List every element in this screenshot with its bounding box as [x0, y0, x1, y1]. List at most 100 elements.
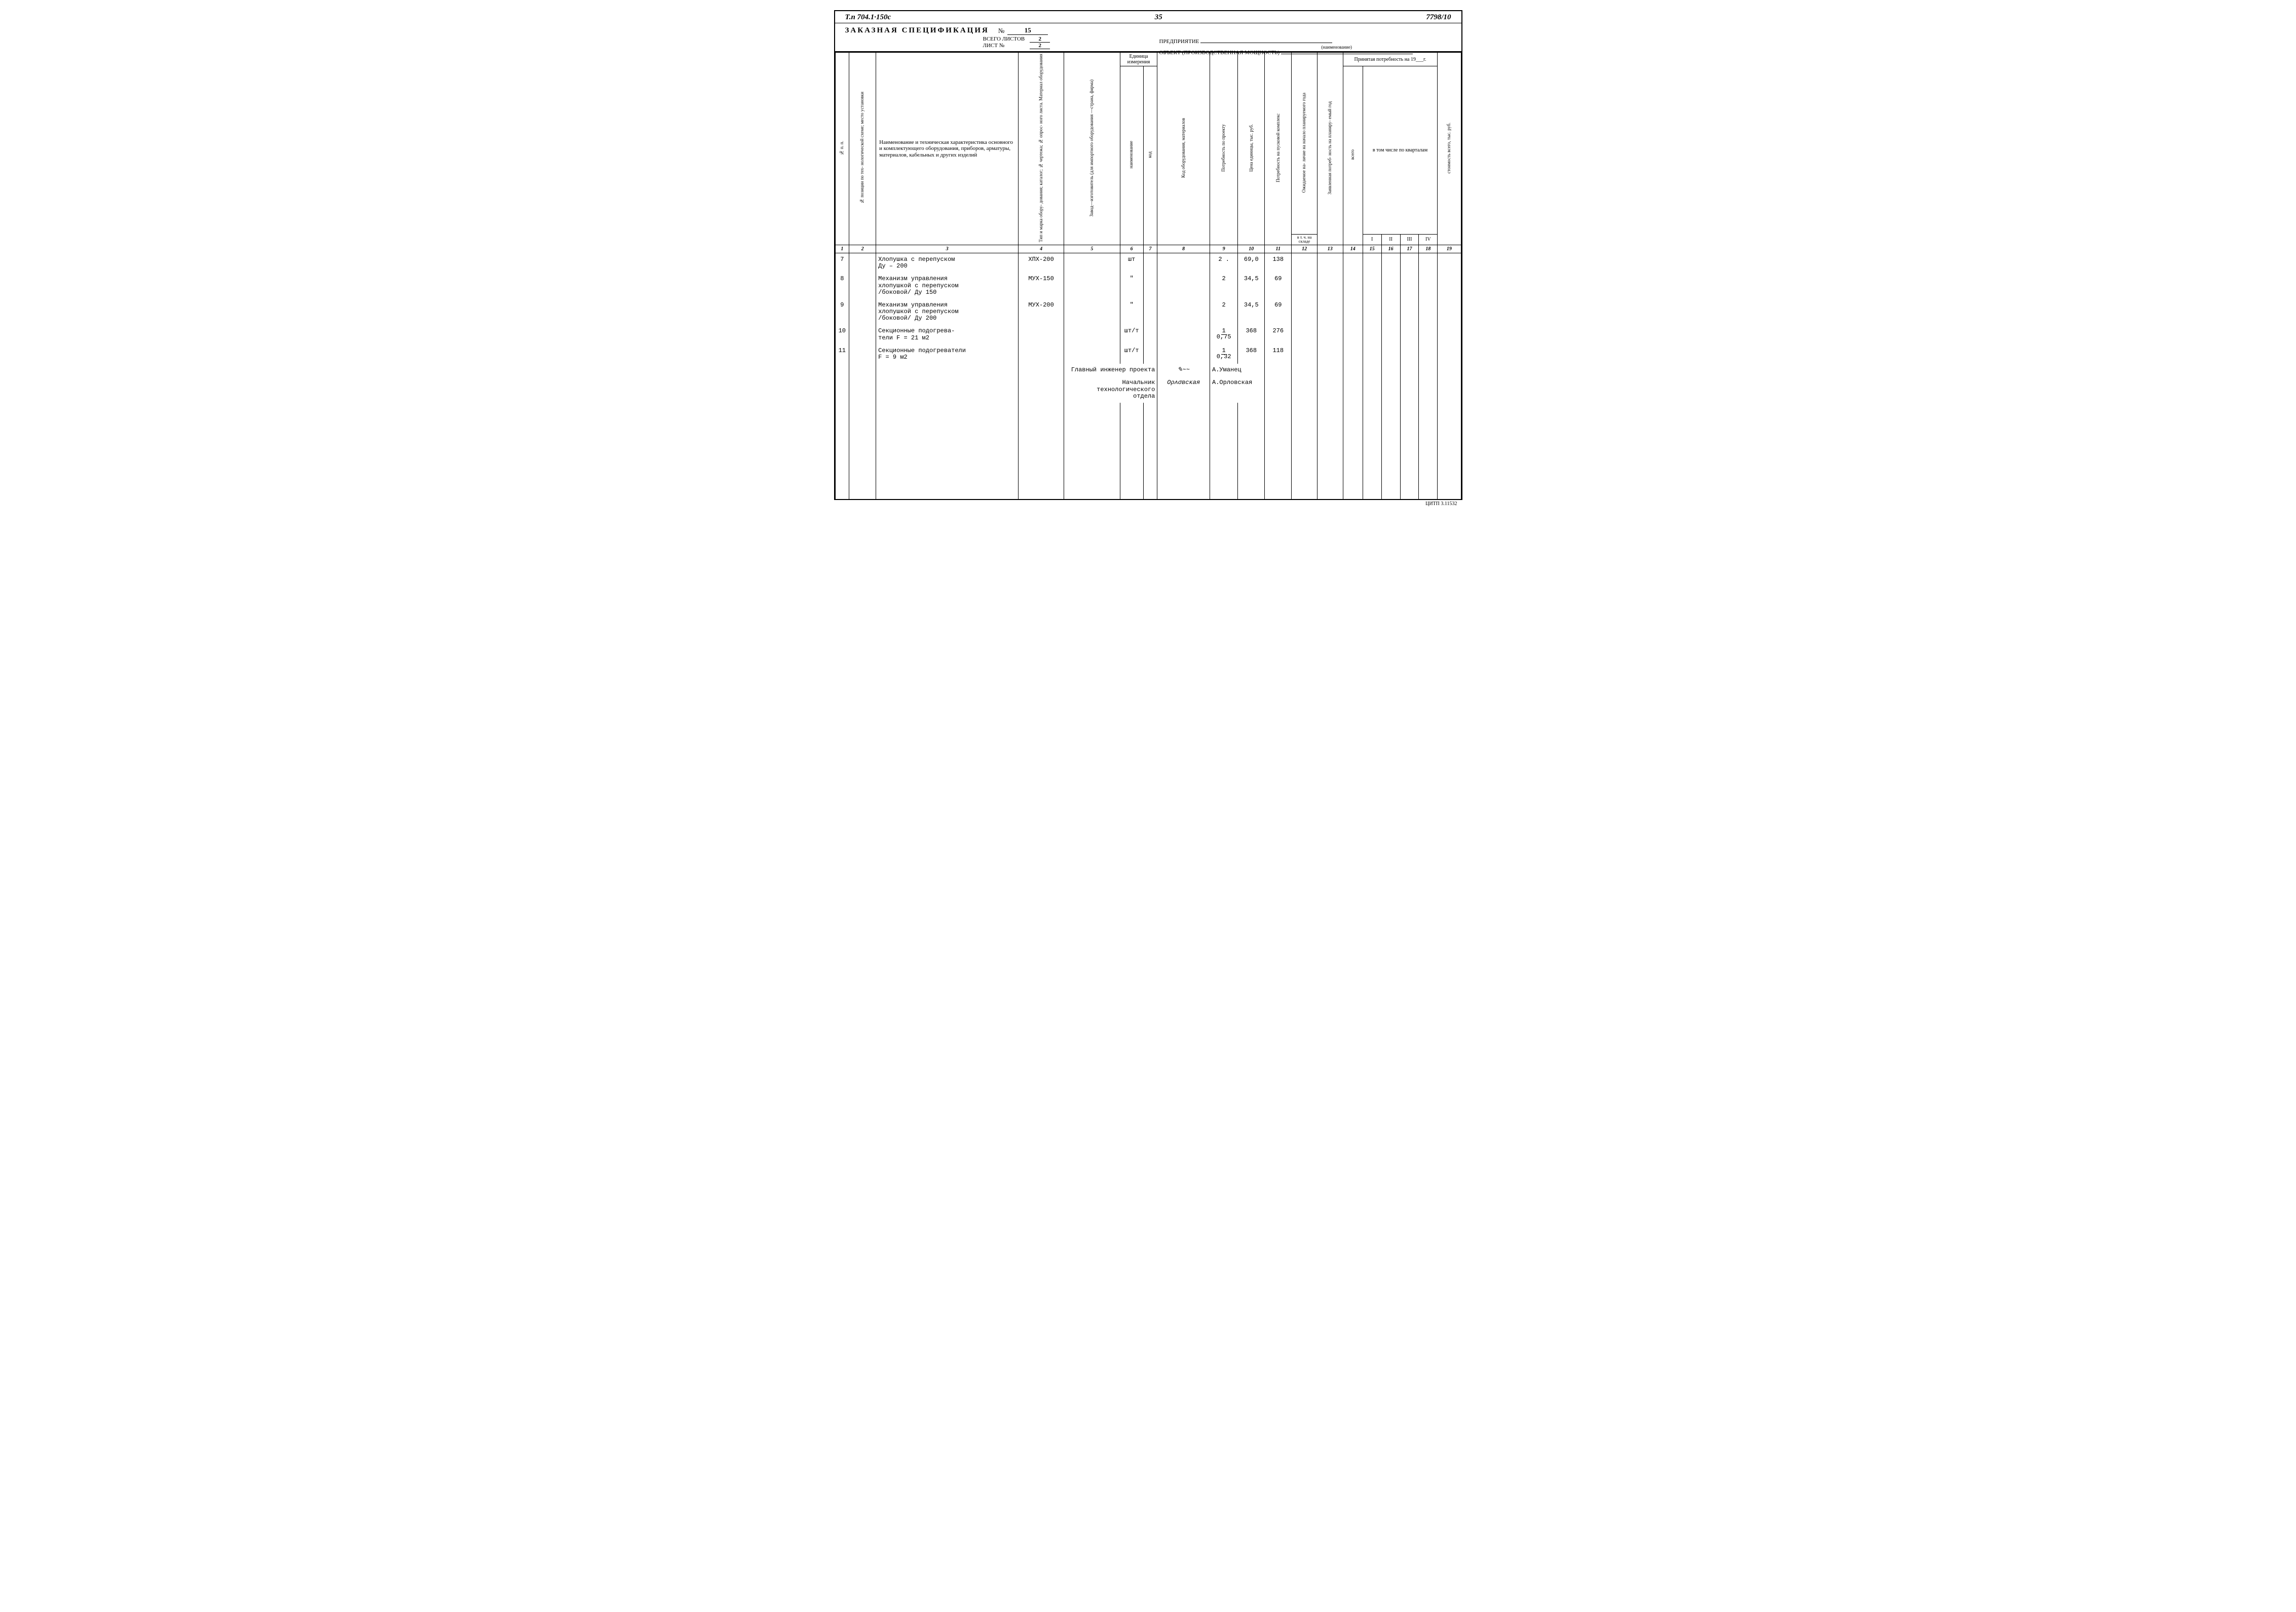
- table-cell: [1363, 273, 1381, 299]
- col7-header: код: [1148, 151, 1152, 158]
- table-cell: [1381, 253, 1400, 273]
- table-cell: [1381, 325, 1400, 344]
- table-cell: 11: [835, 344, 849, 364]
- table-cell: [1419, 273, 1438, 299]
- table-cell: шт: [1120, 253, 1143, 273]
- table-cell: 2: [1210, 273, 1238, 299]
- table-cell: [1419, 299, 1438, 325]
- table-cell: [849, 253, 876, 273]
- table-cell: шт/т: [1120, 344, 1143, 364]
- table-cell: [1064, 299, 1120, 325]
- col4-header: Тип и марка обору- дования; каталог; № ч…: [1039, 54, 1043, 242]
- spec-number: 15: [1007, 26, 1048, 35]
- sheet-frame: Т.п 704.1·150с 35 7798/10 ЗАКАЗНАЯ СПЕЦИ…: [834, 10, 1462, 500]
- top-right-code: 7798/10: [1426, 13, 1451, 22]
- col8-header: Код оборудования, материалов: [1181, 118, 1186, 178]
- total-sheets-value: 2: [1030, 36, 1050, 43]
- table-cell: 8: [835, 273, 849, 299]
- table-cell: 69: [1265, 273, 1292, 299]
- table-cell: 138: [1265, 253, 1292, 273]
- col11-header: Потребность на пусковой комплекс: [1276, 113, 1281, 182]
- col10-header: Цена единицы, тыс. руб.: [1249, 124, 1254, 172]
- col13-header: Заявленная потреб- ность на планиру- емы…: [1328, 101, 1332, 195]
- column-number: 7: [1143, 245, 1157, 253]
- table-cell: [1317, 253, 1343, 273]
- table-cell: [1381, 273, 1400, 299]
- column-number: 11: [1265, 245, 1292, 253]
- column-number: 3: [876, 245, 1019, 253]
- table-row: 11 Секционные подогреватели F = 9 м2 шт/т 1…: [835, 344, 1461, 364]
- table-cell: [1343, 344, 1363, 364]
- table-cell: [1438, 299, 1461, 325]
- table-cell: [1317, 273, 1343, 299]
- col1-header: № п. п.: [840, 141, 844, 156]
- table-cell: [1292, 325, 1318, 344]
- table-cell: [1400, 325, 1419, 344]
- column-number: 19: [1438, 245, 1461, 253]
- col6-header: наименование: [1129, 141, 1134, 168]
- column-number: 1: [835, 245, 849, 253]
- table-cell: 276: [1265, 325, 1292, 344]
- table-cell: 368: [1238, 344, 1265, 364]
- table-cell: [1363, 325, 1381, 344]
- table-cell: [1143, 344, 1157, 364]
- table-cell: Секционные подогреватели F = 9 м2: [876, 344, 1019, 364]
- table-cell: [1381, 299, 1400, 325]
- table-cell: [1363, 299, 1381, 325]
- col16-header: II: [1381, 234, 1400, 245]
- table-cell: [849, 273, 876, 299]
- column-number: 14: [1343, 245, 1363, 253]
- sig-role-1: Главный инженер проекта: [1064, 364, 1157, 376]
- header-right: ПРЕДПРИЯТИЕ (наименование) ОБЪЕКТ (ПРОИЗ…: [1159, 39, 1413, 56]
- table-cell: 118: [1265, 344, 1292, 364]
- column-number: 16: [1381, 245, 1400, 253]
- table-cell: 7: [835, 253, 849, 273]
- filler: [835, 403, 1461, 499]
- table-cell: МУХ-200: [1019, 299, 1064, 325]
- sig-sign-1: ✎~~: [1157, 364, 1210, 376]
- table-cell: МУХ-150: [1019, 273, 1064, 299]
- column-number: 15: [1363, 245, 1381, 253]
- column-number: 9: [1210, 245, 1238, 253]
- table-cell: [1419, 253, 1438, 273]
- table-cell: 10,75: [1210, 325, 1238, 344]
- table-cell: [1064, 325, 1120, 344]
- table-cell: ХПХ-200: [1019, 253, 1064, 273]
- table-cell: [849, 344, 876, 364]
- table-cell: 69,0: [1238, 253, 1265, 273]
- table-row: 7Хлопушка с перепуском Ду – 200ХПХ-200шт…: [835, 253, 1461, 273]
- table-cell: [1143, 299, 1157, 325]
- top-strip: Т.п 704.1·150с 35 7798/10: [835, 11, 1461, 23]
- spec-table: № п. п. № позиции по тех- нологической с…: [835, 52, 1461, 499]
- enterprise-label: ПРЕДПРИЯТИЕ: [1159, 39, 1199, 45]
- column-number: 4: [1019, 245, 1064, 253]
- table-cell: ": [1120, 299, 1143, 325]
- column-number: 18: [1419, 245, 1438, 253]
- column-number: 2: [849, 245, 876, 253]
- header-block: ЗАКАЗНАЯ СПЕЦИФИКАЦИЯ № 15 ВСЕГО ЛИСТОВ …: [835, 23, 1461, 52]
- table-cell: [1343, 325, 1363, 344]
- table-cell: [1343, 299, 1363, 325]
- sig-sign-2: Оρʌσвсκая: [1157, 376, 1210, 403]
- spec-title: ЗАКАЗНАЯ СПЕЦИФИКАЦИЯ: [845, 26, 989, 35]
- table-cell: [1438, 344, 1461, 364]
- table-cell: [1064, 344, 1120, 364]
- table-head: № п. п. № позиции по тех- нологической с…: [835, 53, 1461, 253]
- top-left-code: Т.п 704.1·150с: [845, 13, 891, 22]
- sig-role-2: Начальник технологического отдела: [1064, 376, 1157, 403]
- table-cell: [1292, 299, 1318, 325]
- table-cell: [1343, 253, 1363, 273]
- table-row: 10Секционные подогрева- тели F = 21 м2шт…: [835, 325, 1461, 344]
- table-cell: [1157, 325, 1210, 344]
- table-cell: [849, 325, 876, 344]
- table-cell: [1292, 253, 1318, 273]
- column-number-row: 12345678910111213141516171819: [835, 245, 1461, 253]
- table-cell: шт/т: [1120, 325, 1143, 344]
- table-cell: 2: [1210, 299, 1238, 325]
- column-number: 6: [1120, 245, 1143, 253]
- table-cell: [1317, 344, 1343, 364]
- table-cell: 34,5: [1238, 299, 1265, 325]
- table-cell: Механизм управления хлопушкой с перепуск…: [876, 299, 1019, 325]
- table-cell: [1400, 253, 1419, 273]
- table-cell: [1400, 344, 1419, 364]
